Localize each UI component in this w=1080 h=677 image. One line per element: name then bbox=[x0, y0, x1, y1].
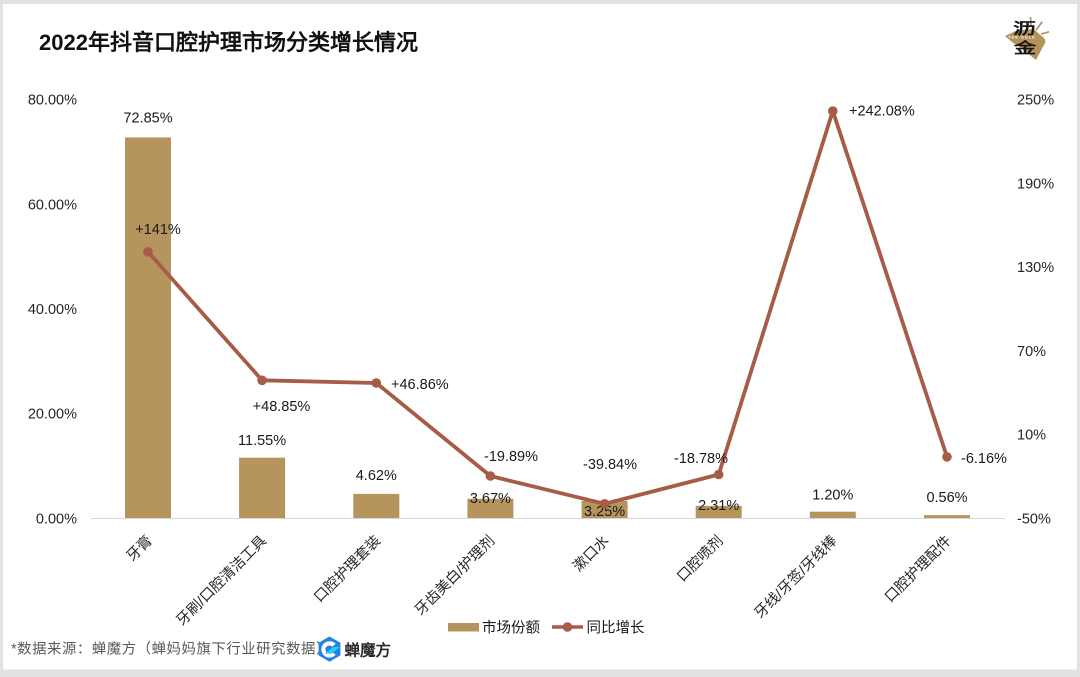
svg-text:金: 金 bbox=[1013, 39, 1038, 57]
svg-text:2.31%: 2.31% bbox=[698, 498, 739, 514]
svg-text:3.25%: 3.25% bbox=[584, 504, 625, 520]
svg-text:沥: 沥 bbox=[1013, 20, 1036, 38]
svg-text:70%: 70% bbox=[1017, 344, 1046, 360]
svg-text:60.00%: 60.00% bbox=[28, 197, 77, 213]
svg-text:190%: 190% bbox=[1017, 176, 1054, 192]
svg-text:市场份额: 市场份额 bbox=[482, 619, 540, 636]
svg-text:+141%: +141% bbox=[135, 222, 181, 238]
svg-text:THE GOLD: THE GOLD bbox=[1008, 36, 1036, 40]
svg-text:+242.08%: +242.08% bbox=[849, 104, 915, 120]
svg-text:*数据来源：蝉魔方（蝉妈妈旗下行业研究数据）: *数据来源：蝉魔方（蝉妈妈旗下行业研究数据） bbox=[11, 641, 331, 658]
svg-text:11.55%: 11.55% bbox=[238, 433, 286, 449]
svg-text:0.56%: 0.56% bbox=[926, 490, 967, 506]
svg-text:-39.84%: -39.84% bbox=[583, 457, 637, 473]
svg-text:130%: 130% bbox=[1017, 260, 1054, 276]
svg-text:+48.85%: +48.85% bbox=[253, 399, 311, 415]
svg-text:10%: 10% bbox=[1017, 428, 1046, 444]
svg-text:+46.86%: +46.86% bbox=[391, 377, 449, 393]
svg-text:同比增长: 同比增长 bbox=[587, 619, 645, 636]
svg-text:-19.89%: -19.89% bbox=[484, 449, 538, 465]
svg-text:-6.16%: -6.16% bbox=[961, 451, 1007, 467]
svg-text:0.00%: 0.00% bbox=[36, 511, 77, 527]
svg-text:2022年抖音口腔护理市场分类增长情况: 2022年抖音口腔护理市场分类增长情况 bbox=[39, 30, 418, 55]
svg-text:80.00%: 80.00% bbox=[28, 93, 77, 109]
svg-text:3.67%: 3.67% bbox=[470, 491, 511, 507]
svg-text:蝉魔方: 蝉魔方 bbox=[345, 641, 392, 660]
svg-text:4.62%: 4.62% bbox=[356, 468, 397, 484]
svg-text:1.20%: 1.20% bbox=[812, 488, 853, 504]
svg-text:-18.78%: -18.78% bbox=[674, 451, 728, 467]
svg-text:40.00%: 40.00% bbox=[28, 302, 77, 318]
svg-text:250%: 250% bbox=[1017, 93, 1054, 109]
svg-text:72.85%: 72.85% bbox=[123, 110, 172, 126]
svg-text:-50%: -50% bbox=[1017, 511, 1051, 527]
svg-text:20.00%: 20.00% bbox=[28, 407, 77, 423]
